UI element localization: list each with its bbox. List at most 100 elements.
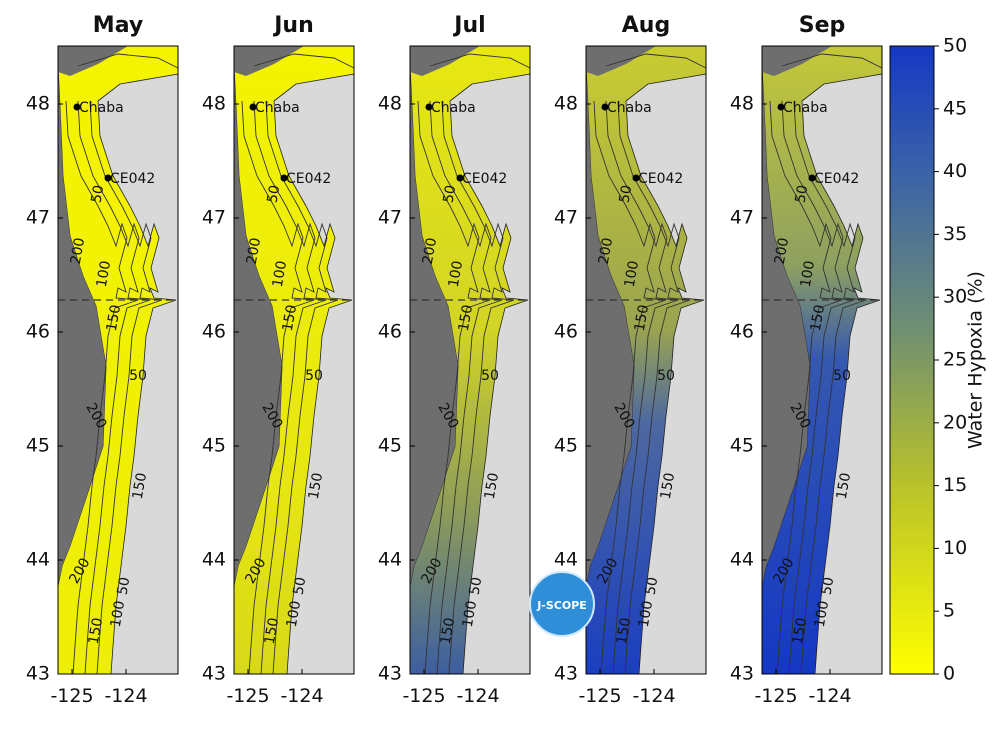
contour-line [793, 100, 867, 675]
y-tick-label: 48 [378, 93, 402, 115]
y-tick-label: 43 [26, 663, 50, 685]
panel-title: Sep [799, 13, 846, 38]
colorbar-ramp [889, 45, 935, 675]
contour-line [417, 100, 491, 675]
x-tick-label: -125 [50, 685, 93, 707]
y-tick-label: 43 [202, 663, 226, 685]
contour-label: 150 [104, 303, 124, 332]
axes-frame [57, 45, 179, 675]
contour-label: 50 [819, 576, 838, 596]
top-mask [586, 46, 656, 76]
y-tick-label: 46 [26, 321, 50, 343]
x-tick-label: -124 [808, 685, 851, 707]
strait-contour [77, 53, 179, 69]
offshore-mask [762, 66, 810, 586]
panel-title: Aug [622, 13, 670, 38]
y-tick-label: 45 [202, 435, 226, 457]
contour-label: 100 [94, 259, 114, 288]
top-mask [58, 46, 128, 76]
contour-label: 50 [481, 368, 499, 384]
contour-line [65, 100, 139, 675]
y-tick-label: 47 [202, 207, 226, 229]
colorbar-tick-label: 20 [943, 411, 967, 433]
y-tick-label: 47 [730, 207, 754, 229]
x-tick-label: -124 [104, 685, 147, 707]
axes-frame [761, 45, 883, 675]
x-tick-label: -124 [456, 685, 499, 707]
contour-label: 50 [833, 368, 851, 384]
y-tick-label: 48 [730, 93, 754, 115]
contour-label: 50 [617, 184, 636, 204]
colorbar-tick-label: 10 [943, 537, 967, 559]
colorbar-tick-label: 40 [943, 160, 967, 182]
axes-frame [585, 45, 707, 675]
contour-label: 50 [265, 184, 284, 204]
x-tick-label: -125 [226, 685, 269, 707]
strait-contour [429, 53, 531, 69]
contour-label: 50 [467, 576, 486, 596]
contour-label: 50 [129, 368, 147, 384]
colorbar-tick-label: 35 [943, 223, 967, 245]
contour-label: 100 [446, 259, 466, 288]
y-tick-label: 44 [730, 549, 754, 571]
colorbar: 0 5 10 15 20 25 30 35 40 45 50 Water Hypoxia (%) [889, 35, 987, 685]
top-mask [762, 46, 832, 76]
contour-line [441, 100, 515, 675]
contour-label: 200 [596, 236, 616, 265]
contour-line [605, 100, 679, 675]
contour-line [89, 100, 163, 675]
station-marker [280, 174, 288, 182]
contour-label: 50 [441, 184, 460, 204]
contour-label: 150 [790, 616, 810, 645]
strait-contour [605, 53, 707, 69]
contour-label: 50 [305, 368, 323, 384]
logo-badge [529, 571, 595, 637]
contour-label: 100 [798, 259, 818, 288]
x-tick-label: -125 [578, 685, 621, 707]
colorbar-label: Water Hypoxia (%) [965, 271, 987, 449]
y-tick-label: 45 [26, 435, 50, 457]
y-tick-label: 46 [554, 321, 578, 343]
station-marker [777, 103, 785, 111]
colorbar-tick-label: 45 [943, 97, 967, 119]
strait-contour [253, 53, 355, 69]
contour-label: 100 [460, 599, 480, 628]
offshore-mask [58, 66, 106, 586]
contour-label: 50 [643, 576, 662, 596]
colorbar-tick-label: 0 [943, 663, 955, 685]
y-tick-label: 48 [554, 93, 578, 115]
x-tick-label: -125 [754, 685, 797, 707]
contour-label: 200 [68, 236, 88, 265]
contour-label: 50 [657, 368, 675, 384]
station-label: CE042 [462, 171, 507, 187]
panel-title: May [93, 13, 143, 38]
colorbar-tick-label: 5 [943, 600, 955, 622]
axes-frame [233, 45, 355, 675]
station-marker [601, 103, 609, 111]
station-label: Chaba [431, 100, 476, 116]
contour-label: 150 [86, 616, 106, 645]
station-marker [456, 174, 464, 182]
x-tick-label: -124 [632, 685, 675, 707]
contour-label: 150 [438, 616, 458, 645]
station-label: CE042 [638, 171, 683, 187]
station-label: Chaba [255, 100, 300, 116]
y-tick-label: 47 [554, 207, 578, 229]
y-tick-label: 43 [554, 663, 578, 685]
y-tick-label: 44 [26, 549, 50, 571]
contour-line [617, 100, 691, 675]
colorbar-tick-label: 25 [943, 349, 967, 371]
contour-label: 150 [130, 471, 150, 500]
station-marker [104, 174, 112, 182]
contour-label: 50 [291, 576, 310, 596]
contour-label: 100 [270, 259, 290, 288]
contour-label: 150 [306, 471, 326, 500]
contour-label: 150 [262, 616, 282, 645]
contour-line [77, 100, 151, 675]
contour-label: 150 [834, 471, 854, 500]
station-label: Chaba [79, 100, 124, 116]
